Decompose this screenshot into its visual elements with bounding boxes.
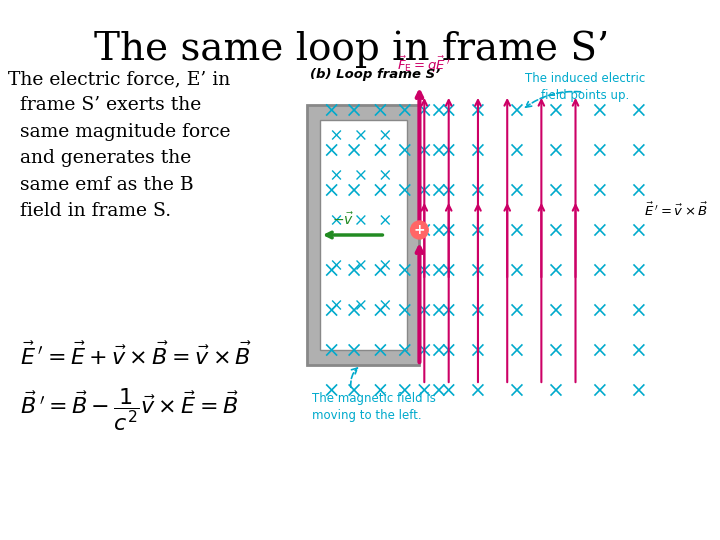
- Text: $\vec{E}\,' = \vec{v} \times \vec{B}$: $\vec{E}\,' = \vec{v} \times \vec{B}$: [644, 201, 708, 219]
- Text: $\vec{E}\,' = \vec{E} + \vec{v} \times \vec{B} = \vec{v} \times \vec{B}$: $\vec{E}\,' = \vec{E} + \vec{v} \times \…: [19, 341, 251, 369]
- FancyBboxPatch shape: [307, 105, 420, 365]
- Text: (b) Loop frame S’: (b) Loop frame S’: [310, 68, 441, 81]
- Text: The electric force, E’ in
  frame S’ exerts the
  same magnitude force
  and gen: The electric force, E’ in frame S’ exert…: [8, 70, 230, 220]
- Text: $\vec{B}\,' = \vec{B} - \dfrac{1}{c^2}\vec{v} \times \vec{E} = \vec{B}$: $\vec{B}\,' = \vec{B} - \dfrac{1}{c^2}\v…: [19, 387, 238, 433]
- Text: $\vec{F}_{\rm E} = q\vec{E}\,'$: $\vec{F}_{\rm E} = q\vec{E}\,'$: [397, 55, 451, 75]
- Text: The same loop in frame S’: The same loop in frame S’: [94, 30, 609, 68]
- Text: The magnetic field is
moving to the left.: The magnetic field is moving to the left…: [312, 392, 436, 422]
- Text: The induced electric
field points up.: The induced electric field points up.: [525, 72, 645, 102]
- Circle shape: [410, 221, 428, 239]
- Text: $-\vec{v}$: $-\vec{v}$: [333, 211, 354, 228]
- Text: +: +: [413, 223, 426, 237]
- FancyBboxPatch shape: [320, 120, 407, 350]
